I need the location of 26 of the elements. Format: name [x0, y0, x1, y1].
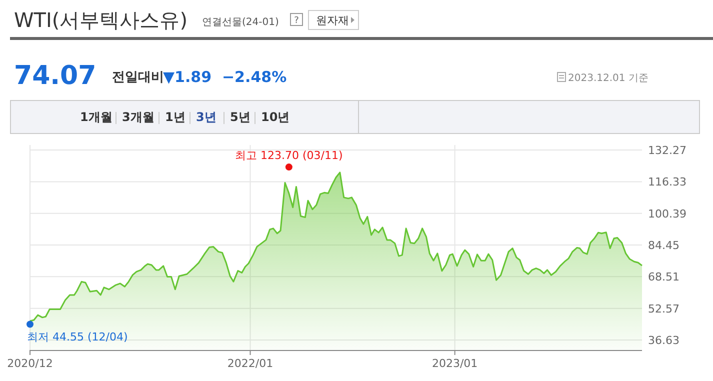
text: 10년 — [261, 110, 290, 124]
chart-subtitle: 연결선물(24-01) — [202, 17, 279, 28]
text: 원자재 — [316, 14, 349, 27]
text: 74.07 — [14, 61, 96, 91]
y-tick-label: 36.63 — [648, 334, 680, 348]
chart-title: WTI(서부텍사스유) — [14, 8, 188, 32]
x-tick-label: 2020/12 — [7, 357, 53, 370]
text: ▼1.89 −2.48% — [163, 68, 287, 86]
y-tick-label: 100.39 — [648, 207, 686, 220]
text: 1년 — [165, 110, 186, 124]
x-tick-label: 2023/01 — [432, 357, 478, 370]
text: 3개월 — [122, 110, 154, 124]
y-tick-label: 116.33 — [648, 176, 686, 189]
text: 2023.12.01 기준 — [568, 73, 648, 84]
text: 전일대비 — [112, 70, 164, 85]
data-label: 최저 44.55 (12/04) — [27, 330, 128, 344]
y-tick-label: 68.51 — [648, 270, 680, 284]
y-tick-label: 84.45 — [648, 239, 680, 252]
text: 1개월 — [80, 110, 112, 124]
data-label: 최고 123.70 (03/11) — [235, 149, 343, 162]
text: 3년 — [196, 110, 216, 124]
y-tick-label: 52.57 — [648, 302, 680, 316]
y-tick-label: 132.27 — [648, 144, 686, 158]
x-tick-label: 2022/01 — [227, 357, 274, 370]
help-icon: ? — [290, 13, 303, 26]
text: 5년 — [230, 110, 250, 124]
